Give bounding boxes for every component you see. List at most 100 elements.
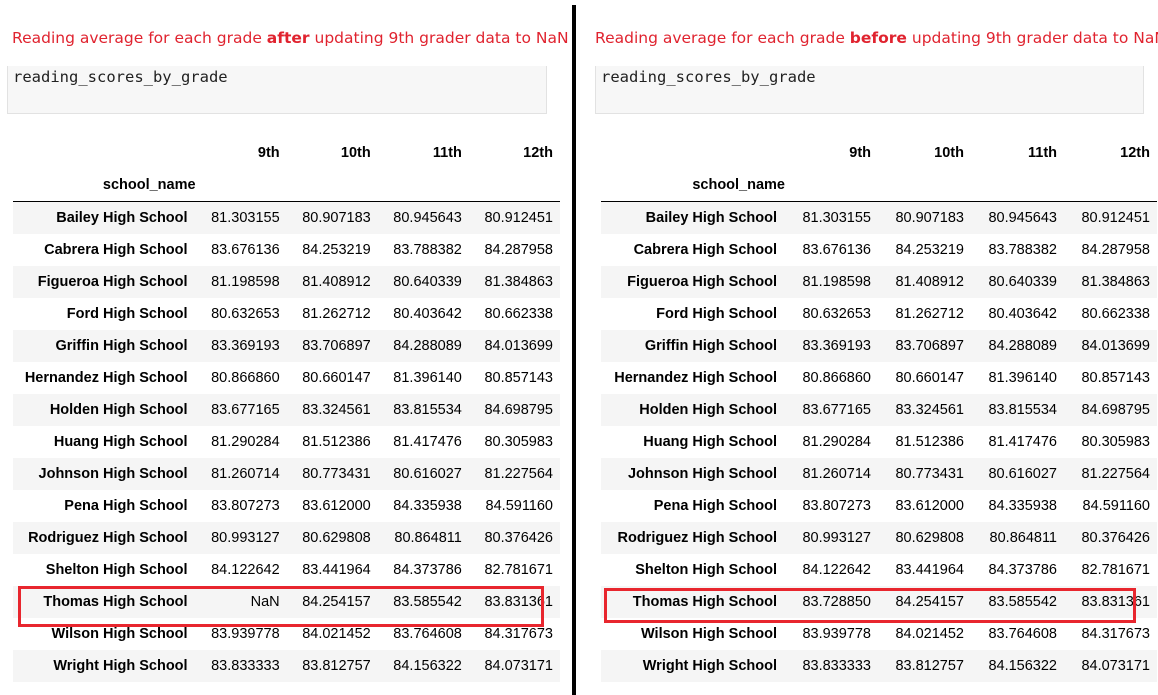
row-label: Wilson High School xyxy=(51,626,188,642)
row-label: Hernandez High School xyxy=(614,370,777,386)
code-text: reading_scores_by_grade xyxy=(601,68,816,86)
table-cell: 80.640339 xyxy=(988,274,1057,290)
table-cell: 81.396140 xyxy=(393,370,462,386)
code-cell[interactable]: reading_scores_by_grade xyxy=(7,66,547,114)
table-cell: 81.384863 xyxy=(1081,274,1150,290)
table-cell: 81.227564 xyxy=(484,466,553,482)
table-cell: 84.156322 xyxy=(393,658,462,674)
table-row: Rodriguez High School 80.993127 80.629808 8… xyxy=(13,522,560,554)
table-row: Wright High School 83.833333 83.812757 84.1… xyxy=(13,650,560,682)
row-label: Griffin High School xyxy=(644,338,777,354)
table-cell: NaN xyxy=(250,594,280,610)
caption-suffix: updating 9th grader data to NaN xyxy=(906,29,1158,47)
column-header: 9th xyxy=(257,145,280,161)
table-cell: 83.585542 xyxy=(988,594,1057,610)
table-cell: 83.939778 xyxy=(211,626,280,642)
table-cell: 80.616027 xyxy=(393,466,462,482)
table-row: Thomas High School NaN 84.254157 83.585542 8… xyxy=(13,586,560,618)
table-cell: 80.866860 xyxy=(211,370,280,386)
panel-after: Reading average for each grade after upd… xyxy=(0,0,569,695)
table-cell: 81.262712 xyxy=(302,306,371,322)
table-cell: 83.831361 xyxy=(1081,594,1150,610)
row-label: Griffin High School xyxy=(55,338,188,354)
table-row: Shelton High School 84.122642 83.441964 84.… xyxy=(13,554,560,586)
row-label: Pena High School xyxy=(64,498,188,514)
table-cell: 81.417476 xyxy=(988,434,1057,450)
table-cell: 84.698795 xyxy=(1081,402,1150,418)
row-label: Hernandez High School xyxy=(24,370,188,386)
row-label: Johnson High School xyxy=(38,466,188,482)
row-label: Cabrera High School xyxy=(44,242,188,258)
column-header: 12th xyxy=(523,145,553,161)
dataframe-table: 9th 10th 11th 12th school_name Bailey Hi… xyxy=(601,137,1157,682)
table-cell: 83.612000 xyxy=(895,498,964,514)
table-cell: 83.369193 xyxy=(211,338,280,354)
row-label: Figueroa High School xyxy=(627,274,777,290)
table-row: Griffin High School 83.369193 83.706897 84.… xyxy=(13,330,560,362)
table-cell: 84.317673 xyxy=(1081,626,1150,642)
table-cell: 80.773431 xyxy=(302,466,371,482)
table-cell: 80.660147 xyxy=(302,370,371,386)
row-label: Figueroa High School xyxy=(37,274,188,290)
table-row: Pena High School 83.807273 83.612000 84.335… xyxy=(13,490,560,522)
table-cell: 81.227564 xyxy=(1081,466,1150,482)
table-cell: 80.305983 xyxy=(1081,434,1150,450)
table-cell: 84.253219 xyxy=(302,242,371,258)
table-cell: 84.591160 xyxy=(1082,498,1150,514)
table-cell: 84.591160 xyxy=(485,498,553,514)
table-cell: 83.764608 xyxy=(988,626,1057,642)
table-cell: 84.254157 xyxy=(302,594,371,610)
row-label: Shelton High School xyxy=(635,562,777,578)
table-cell: 80.376426 xyxy=(484,530,553,546)
table-cell: 83.815534 xyxy=(988,402,1057,418)
table-row: Johnson High School 81.260714 80.773431 80.… xyxy=(601,458,1157,490)
table-cell: 84.698795 xyxy=(484,402,553,418)
table-cell: 80.616027 xyxy=(988,466,1057,482)
table-cell: 80.640339 xyxy=(393,274,462,290)
caption-suffix: updating 9th grader data to NaN xyxy=(309,29,569,47)
table-cell: 84.073171 xyxy=(1081,658,1150,674)
caption-emphasis: after xyxy=(266,29,310,47)
table-cell: 81.512386 xyxy=(895,434,964,450)
table-row: Thomas High School 83.728850 84.254157 83.5… xyxy=(601,586,1157,618)
table-cell: 84.073171 xyxy=(484,658,553,674)
table-cell: 80.912451 xyxy=(1081,210,1150,226)
table-cell: 84.021452 xyxy=(302,626,371,642)
table-cell: 81.198598 xyxy=(211,274,280,290)
table-row: Figueroa High School 81.198598 81.408912 80… xyxy=(601,266,1157,298)
table-cell: 80.912451 xyxy=(484,210,553,226)
table-cell: 81.290284 xyxy=(802,434,871,450)
table-row: Wilson High School 83.939778 84.021452 83.7… xyxy=(13,618,560,650)
table-cell: 80.907183 xyxy=(895,210,964,226)
caption-before: Reading average for each grade before up… xyxy=(595,29,1158,47)
caption-prefix: Reading average for each grade xyxy=(12,29,267,47)
table-cell: 84.373786 xyxy=(393,562,462,578)
table-cell: 81.408912 xyxy=(302,274,371,290)
table-cell: 83.788382 xyxy=(988,242,1057,258)
row-label: Thomas High School xyxy=(43,594,188,610)
table-cell: 81.408912 xyxy=(895,274,964,290)
table-cell: 81.417476 xyxy=(393,434,462,450)
row-label: Wright High School xyxy=(642,658,777,674)
table-cell: 84.253219 xyxy=(895,242,964,258)
table-cell: 83.369193 xyxy=(802,338,871,354)
table-cell: 83.612000 xyxy=(302,498,371,514)
column-header: 11th xyxy=(1027,145,1057,161)
table-cell: 80.857143 xyxy=(1081,370,1150,386)
table-row: Bailey High School 81.303155 80.907183 80.9… xyxy=(13,201,560,234)
row-label: Rodriguez High School xyxy=(617,530,778,546)
table-row: Ford High School 80.632653 81.262712 80.403… xyxy=(13,298,560,330)
table-row: Pena High School 83.807273 83.612000 84.335… xyxy=(601,490,1157,522)
table-cell: 81.396140 xyxy=(988,370,1057,386)
table-cell: 84.373786 xyxy=(988,562,1057,578)
table-cell: 83.728850 xyxy=(802,594,871,610)
table-row: Bailey High School 81.303155 80.907183 80.9… xyxy=(601,201,1157,234)
table-row: Rodriguez High School 80.993127 80.629808 8… xyxy=(601,522,1157,554)
code-cell[interactable]: reading_scores_by_grade xyxy=(595,66,1144,114)
blank-header xyxy=(13,137,196,169)
table-row: Wilson High School 83.939778 84.021452 83.7… xyxy=(601,618,1157,650)
table-cell: 83.833333 xyxy=(802,658,871,674)
row-label: Pena High School xyxy=(653,498,777,514)
table-cell: 80.403642 xyxy=(393,306,462,322)
table-cell: 80.945643 xyxy=(988,210,1057,226)
